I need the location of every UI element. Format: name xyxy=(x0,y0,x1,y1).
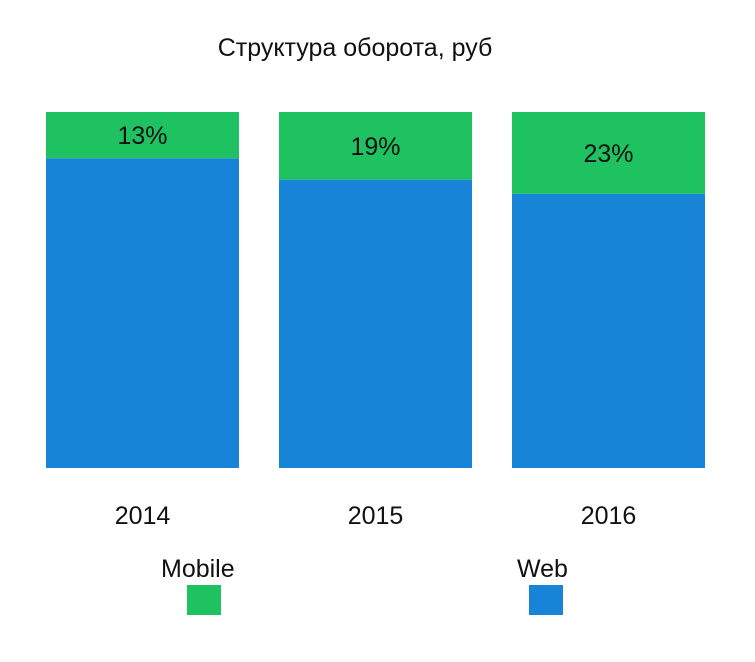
data-label-mobile-2015: 19% xyxy=(350,133,400,161)
bar-web-2014 xyxy=(46,158,239,468)
data-label-mobile-2016: 23% xyxy=(583,140,633,168)
x-tick-2015: 2015 xyxy=(348,502,404,530)
bar-mobile-2015 xyxy=(279,112,472,180)
bar-mobile-2014 xyxy=(46,112,239,159)
chart-title: Структура оборота, руб xyxy=(217,34,493,62)
x-tick-2016: 2016 xyxy=(581,502,637,530)
bar-mobile-2016 xyxy=(512,112,705,194)
legend-swatch-web xyxy=(529,585,563,615)
legend-label-web: Web xyxy=(517,555,568,583)
bar-web-2015 xyxy=(279,179,472,468)
bar-web-2016 xyxy=(512,193,705,468)
data-label-mobile-2014: 13% xyxy=(117,122,167,150)
x-tick-2014: 2014 xyxy=(115,502,171,530)
legend-label-mobile: Mobile xyxy=(161,555,235,583)
legend-swatch-mobile xyxy=(187,585,221,615)
